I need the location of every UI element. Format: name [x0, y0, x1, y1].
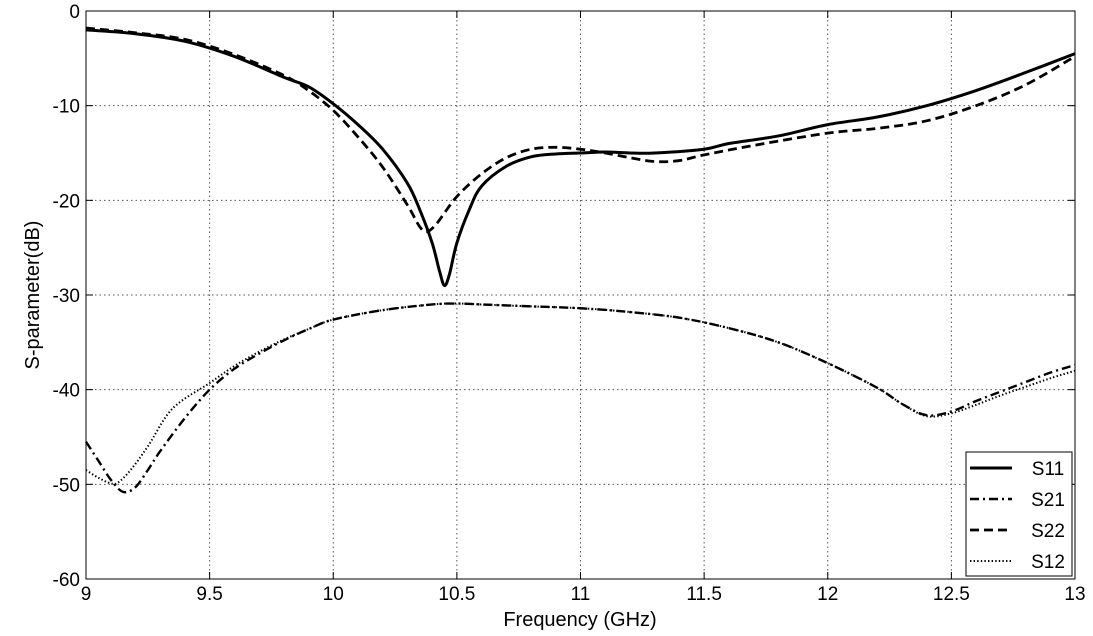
y-axis-label: S-parameter(dB): [22, 221, 44, 370]
y-tick-label: -20: [53, 191, 80, 212]
x-tick-label: 13: [1064, 584, 1085, 605]
x-tick-label: 12.5: [933, 584, 970, 605]
x-tick-label: 9: [81, 584, 92, 605]
legend-label-s21: S21: [1031, 490, 1065, 511]
y-tick-label: -60: [53, 570, 80, 591]
y-tick-label: -10: [53, 97, 80, 118]
series-layer: [84, 26, 1076, 494]
y-tick-labels: 0 -10 -20 -30 -40 -50 -60: [53, 2, 80, 591]
x-tick-label: 11.5: [686, 584, 722, 605]
x-tick-label: 12: [817, 584, 838, 605]
x-tick-label: 10.5: [438, 584, 475, 605]
series-line-s21: [84, 302, 1076, 494]
x-tick-labels: 9 9.5 10 10.5 11 11.5 12 12.5 13: [81, 584, 1086, 605]
x-tick-label: 9.5: [196, 584, 222, 605]
y-tick-label: -40: [53, 381, 80, 402]
x-tick-label: 11: [571, 584, 591, 605]
legend-label-s11: S11: [1032, 459, 1064, 480]
legend-label-s22: S22: [1031, 521, 1065, 542]
y-tick-label: -50: [53, 475, 80, 496]
x-axis-label: Frequency (GHz): [503, 609, 656, 631]
series-line-s11: [85, 28, 1076, 288]
legend-label-s12: S12: [1031, 552, 1065, 573]
legend-box: [965, 451, 1073, 577]
y-tick-label: -30: [53, 286, 80, 307]
x-tick-label: 10: [323, 584, 344, 605]
series-line-s22: [85, 26, 1076, 234]
y-tick-label: 0: [69, 2, 80, 23]
grid-lines: [86, 11, 1075, 579]
legend: S11 S21 S22 S12: [965, 451, 1073, 577]
